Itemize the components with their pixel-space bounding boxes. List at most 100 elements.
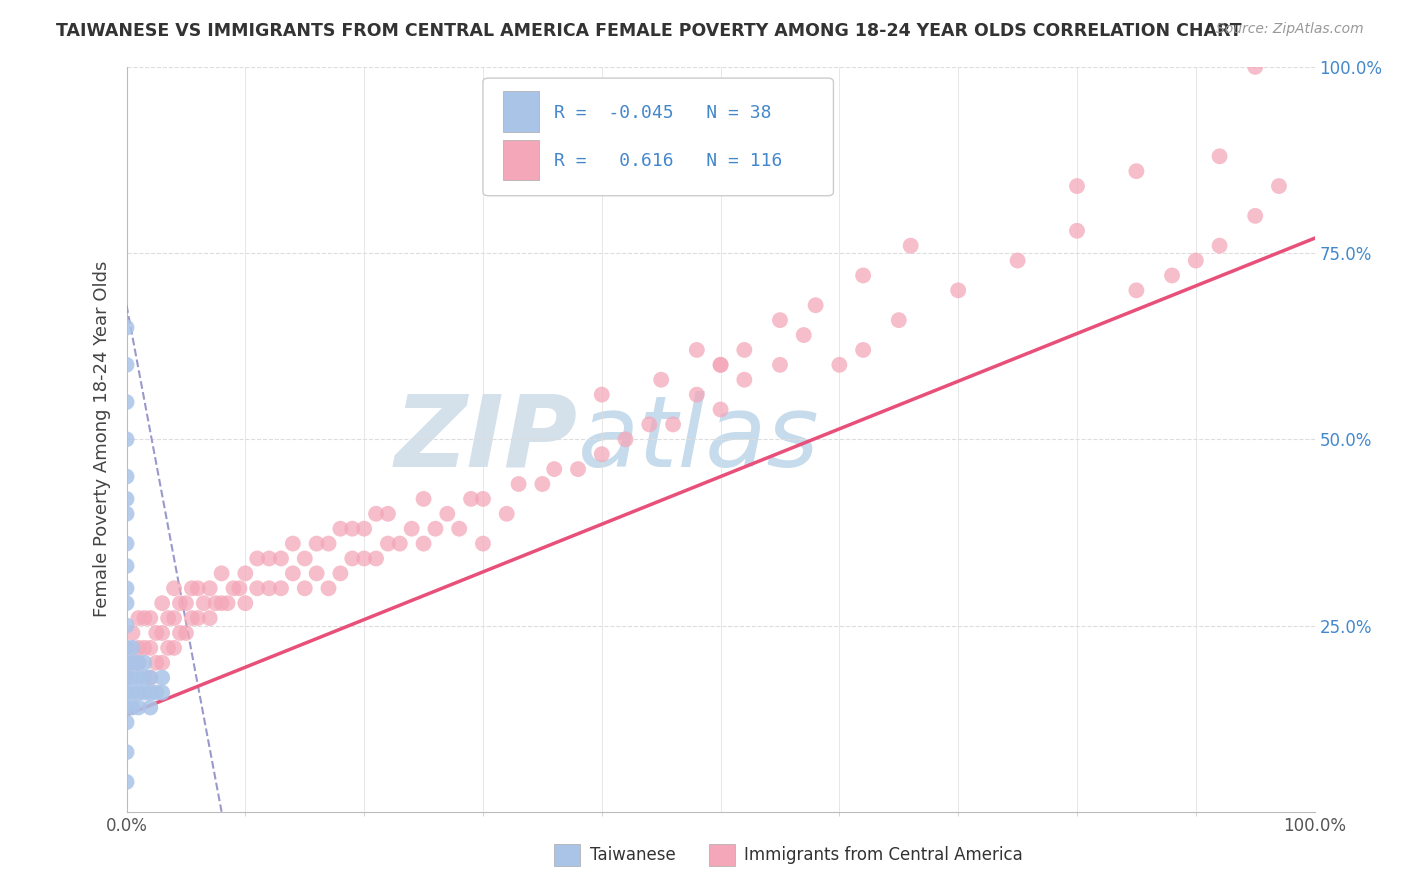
Point (270, 582, 292, 596)
Point (449, 522, 471, 536)
Text: R =  -0.045   N = 38: R = -0.045 N = 38 (554, 104, 772, 122)
Point (121, 640, 143, 655)
Point (281, 536, 304, 550)
Point (460, 491, 482, 506)
Point (1244, 209, 1267, 223)
Point (127, 640, 149, 655)
Point (318, 582, 340, 596)
Point (127, 656, 149, 670)
Point (377, 536, 399, 550)
Point (157, 640, 180, 655)
Point (472, 536, 495, 550)
Point (733, 343, 755, 357)
Point (425, 522, 447, 536)
Point (710, 358, 733, 372)
Point (305, 566, 328, 581)
Point (329, 522, 352, 536)
Point (1066, 179, 1088, 194)
Point (121, 671, 143, 685)
Point (733, 373, 755, 387)
Point (353, 522, 375, 536)
Point (305, 536, 328, 550)
Point (342, 551, 364, 566)
Point (134, 656, 156, 670)
Point (115, 700, 138, 714)
Point (804, 298, 827, 312)
Point (115, 491, 138, 506)
Point (650, 373, 672, 387)
Point (115, 685, 138, 699)
Point (342, 522, 364, 536)
Point (174, 596, 197, 610)
Point (401, 522, 423, 536)
Point (134, 671, 156, 685)
Point (412, 491, 434, 506)
Point (115, 469, 138, 483)
Point (1007, 253, 1029, 268)
Point (591, 447, 613, 461)
Point (150, 596, 173, 610)
Point (121, 656, 143, 670)
Point (531, 477, 554, 491)
Point (127, 685, 149, 699)
Point (318, 536, 340, 550)
Point (115, 618, 138, 632)
Point (121, 685, 143, 699)
Point (567, 462, 589, 476)
Point (294, 582, 316, 596)
Point (1208, 238, 1230, 252)
Point (115, 358, 138, 372)
Point (115, 640, 138, 655)
Point (115, 775, 138, 789)
Point (187, 611, 209, 625)
Point (769, 313, 792, 327)
Point (134, 640, 156, 655)
Point (508, 477, 530, 491)
Point (1185, 253, 1208, 268)
Point (793, 328, 815, 343)
Point (115, 671, 138, 685)
Point (436, 507, 458, 521)
Point (127, 700, 149, 714)
Point (169, 596, 191, 610)
Point (115, 671, 138, 685)
Text: ZIP: ZIP (395, 391, 578, 488)
Point (157, 611, 180, 625)
Point (127, 671, 149, 685)
Point (388, 536, 411, 550)
Point (353, 551, 375, 566)
Point (710, 358, 733, 372)
Point (163, 640, 186, 655)
Point (246, 582, 269, 596)
Point (121, 700, 143, 714)
Point (294, 551, 316, 566)
Point (139, 685, 162, 699)
Point (180, 611, 202, 625)
Point (329, 566, 352, 581)
Point (1244, 60, 1267, 74)
Bar (503, 139, 538, 180)
Point (121, 656, 143, 670)
Point (211, 566, 233, 581)
Point (115, 536, 138, 550)
Point (139, 611, 162, 625)
Point (1268, 179, 1291, 194)
Point (211, 596, 233, 610)
Point (1125, 164, 1147, 178)
Point (228, 582, 250, 596)
Text: Taiwanese: Taiwanese (591, 846, 676, 864)
Point (174, 626, 197, 640)
Point (115, 640, 138, 655)
Point (1066, 224, 1088, 238)
Point (364, 507, 387, 521)
Text: Source: ZipAtlas.com: Source: ZipAtlas.com (1216, 22, 1364, 37)
Point (145, 626, 167, 640)
Point (364, 551, 387, 566)
Point (412, 536, 434, 550)
Point (543, 462, 565, 476)
Point (257, 551, 280, 566)
Point (257, 582, 280, 596)
Point (377, 507, 399, 521)
Point (662, 417, 685, 432)
Point (127, 611, 149, 625)
